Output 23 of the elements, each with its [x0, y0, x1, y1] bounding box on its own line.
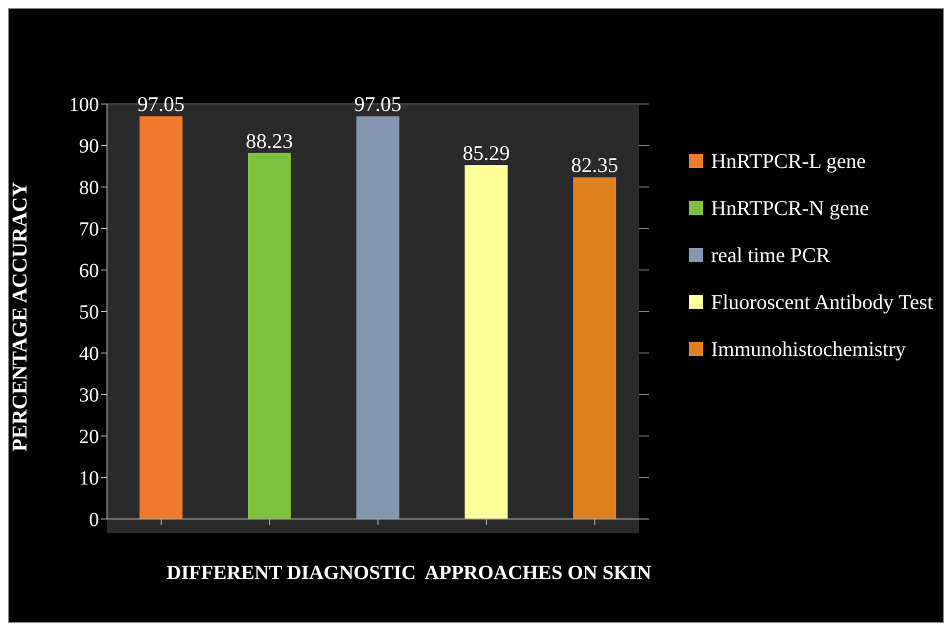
- y-tick-label: 100: [69, 94, 99, 116]
- y-tick-label: 0: [89, 509, 99, 532]
- y-tick-label: 50: [79, 302, 99, 324]
- data-label: 88.23: [246, 128, 294, 153]
- data-label: 85.29: [462, 141, 510, 166]
- y-tick-label: 40: [79, 343, 99, 366]
- legend-label: Immunohistochemistry: [711, 337, 906, 362]
- legend-label: HnRTPCR-L gene: [711, 149, 866, 174]
- y-tick-label: 90: [79, 136, 99, 158]
- y-tick-label: 80: [79, 177, 99, 200]
- legend-label: real time PCR: [711, 243, 830, 268]
- data-label: 82.35: [570, 153, 618, 178]
- y-tick-label: 30: [79, 384, 99, 407]
- y-axis-title: PERCENTAGE ACCURACY: [7, 182, 32, 452]
- y-tick-label: 10: [79, 468, 99, 490]
- y-tick-label: 70: [79, 218, 99, 241]
- x-axis-title: DIFFERENT DIAGNOSTIC APPROACHES ON SKIN: [166, 562, 652, 585]
- data-label: 97.05: [354, 92, 402, 116]
- legend-label: HnRTPCR-N gene: [711, 196, 869, 221]
- y-tick-label: 60: [79, 260, 99, 282]
- y-tick-label: 20: [79, 426, 99, 448]
- data-label: 97.05: [137, 92, 185, 116]
- legend-label: Fluoroscent Antibody Test: [711, 290, 934, 315]
